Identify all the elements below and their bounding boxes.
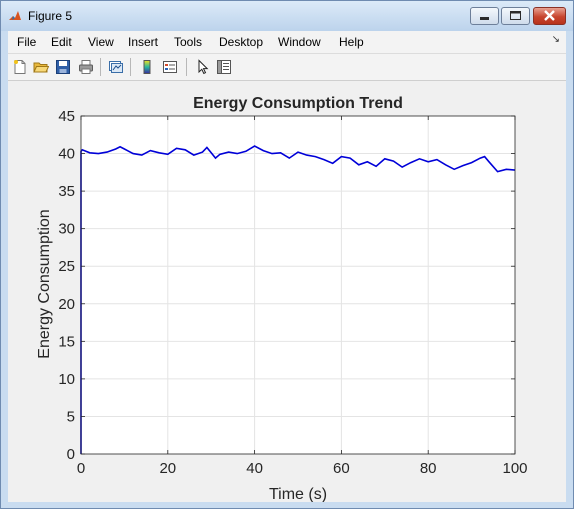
window-title: Figure 5 bbox=[28, 9, 73, 23]
y-tick-label: 5 bbox=[67, 408, 75, 425]
toolbar-separator bbox=[130, 58, 131, 76]
axes-background bbox=[81, 116, 515, 454]
y-tick-label: 0 bbox=[67, 446, 75, 463]
axes-box bbox=[80, 115, 516, 455]
y-tick-label: 35 bbox=[58, 183, 75, 200]
close-button[interactable] bbox=[533, 7, 566, 25]
toolbar-separator bbox=[186, 58, 187, 76]
maximize-icon bbox=[510, 11, 521, 20]
y-axis-label: Energy Consumption bbox=[36, 209, 53, 358]
y-tick-label: 15 bbox=[58, 333, 75, 350]
title-bar[interactable]: Figure 5 bbox=[1, 1, 573, 31]
maximize-button[interactable] bbox=[501, 7, 530, 25]
x-tick-label: 0 bbox=[77, 460, 85, 477]
x-tick-label: 80 bbox=[420, 460, 437, 477]
print-icon[interactable] bbox=[78, 59, 94, 75]
insert-legend-icon[interactable] bbox=[162, 59, 178, 75]
line-chart: 0 20 40 60 80 100 0 5 10 15 20 25 30 35 40 45 Energy Co… bbox=[36, 95, 528, 502]
toolbar-separator bbox=[100, 58, 101, 76]
save-icon[interactable] bbox=[55, 59, 71, 75]
y-tick-label: 30 bbox=[58, 221, 75, 238]
dock-arrow-icon[interactable]: ↘ bbox=[551, 34, 560, 45]
y-tick-label: 45 bbox=[58, 108, 75, 125]
insert-colorbar-icon[interactable] bbox=[139, 59, 155, 75]
open-file-icon[interactable] bbox=[33, 59, 49, 75]
edit-plot-icon[interactable] bbox=[195, 59, 211, 75]
menu-tools[interactable]: Tools bbox=[174, 35, 203, 49]
y-tick-label: 25 bbox=[58, 258, 75, 275]
menu-view[interactable]: View bbox=[88, 35, 114, 49]
y-tick-label: 40 bbox=[58, 146, 75, 163]
menu-help[interactable]: Help bbox=[339, 35, 364, 49]
menu-insert[interactable]: Insert bbox=[128, 35, 159, 49]
menu-window[interactable]: Window bbox=[278, 35, 321, 49]
y-tick-label: 20 bbox=[58, 296, 75, 313]
series-line bbox=[80, 145, 516, 454]
x-tick-label: 60 bbox=[333, 460, 350, 477]
menu-desktop[interactable]: Desktop bbox=[219, 35, 264, 49]
figure-canvas: 0 20 40 60 80 100 0 5 10 15 20 25 30 35 40 45 Energy Co… bbox=[8, 81, 566, 502]
close-icon bbox=[544, 10, 555, 21]
minimize-button[interactable] bbox=[470, 7, 499, 25]
menu-edit[interactable]: Edit bbox=[51, 35, 72, 49]
x-axis-label: Time (s) bbox=[269, 486, 327, 502]
menu-bar: File Edit View Insert Tools Desktop Wind… bbox=[8, 31, 566, 53]
x-tick-label: 100 bbox=[502, 460, 527, 477]
matlab-icon bbox=[9, 11, 21, 20]
chart-title: Energy Consumption Trend bbox=[193, 95, 403, 112]
minimize-icon bbox=[480, 17, 489, 20]
y-tick-label: 10 bbox=[58, 371, 75, 388]
menu-file[interactable]: File bbox=[17, 35, 37, 49]
new-figure-icon[interactable] bbox=[12, 59, 28, 75]
link-plot-icon[interactable] bbox=[108, 59, 124, 75]
x-tick-label: 20 bbox=[159, 460, 176, 477]
property-inspector-icon[interactable] bbox=[216, 59, 232, 75]
figure-toolbar bbox=[8, 53, 566, 81]
x-tick-label: 40 bbox=[246, 460, 263, 477]
